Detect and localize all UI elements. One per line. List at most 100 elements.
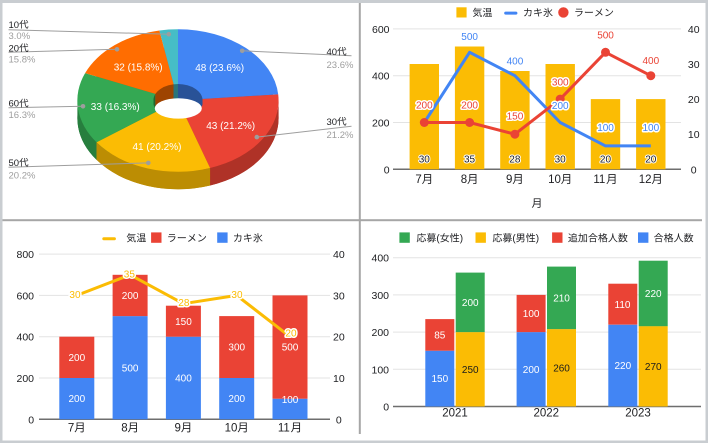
svg-text:200: 200 bbox=[523, 365, 540, 376]
svg-text:200: 200 bbox=[122, 291, 139, 302]
svg-text:20: 20 bbox=[645, 155, 657, 166]
svg-text:): ) bbox=[460, 234, 463, 245]
svg-text:20: 20 bbox=[285, 329, 297, 340]
svg-text:0: 0 bbox=[691, 164, 697, 176]
svg-text:20.2%: 20.2% bbox=[9, 170, 36, 181]
svg-text:10: 10 bbox=[225, 423, 238, 435]
svg-text:200: 200 bbox=[372, 118, 390, 130]
svg-text:85: 85 bbox=[434, 331, 446, 342]
svg-text:30: 30 bbox=[69, 290, 81, 301]
svg-text:20: 20 bbox=[9, 43, 20, 54]
svg-text:28: 28 bbox=[509, 155, 521, 166]
svg-text:220: 220 bbox=[645, 289, 662, 300]
svg-text:600: 600 bbox=[17, 290, 35, 302]
svg-text:(: ( bbox=[512, 234, 516, 245]
svg-text:60: 60 bbox=[9, 99, 20, 110]
svg-text:30: 30 bbox=[231, 290, 243, 301]
svg-text:2022: 2022 bbox=[534, 407, 560, 419]
svg-text:48 (23.6%): 48 (23.6%) bbox=[195, 63, 244, 74]
svg-text:7: 7 bbox=[68, 423, 74, 435]
svg-text:28: 28 bbox=[178, 298, 190, 309]
svg-text:11: 11 bbox=[278, 423, 290, 435]
svg-text:200: 200 bbox=[69, 394, 86, 405]
svg-text:15.8%: 15.8% bbox=[9, 54, 36, 65]
svg-text:0: 0 bbox=[384, 164, 390, 176]
svg-text:30: 30 bbox=[688, 59, 700, 71]
svg-text:600: 600 bbox=[372, 24, 390, 36]
svg-text:260: 260 bbox=[553, 363, 570, 374]
svg-text:40: 40 bbox=[327, 47, 338, 58]
svg-text:16.3%: 16.3% bbox=[9, 110, 36, 121]
svg-text:35: 35 bbox=[124, 269, 136, 280]
svg-text:40: 40 bbox=[333, 249, 345, 261]
svg-text:41 (20.2%): 41 (20.2%) bbox=[133, 142, 182, 153]
svg-text:200: 200 bbox=[461, 101, 478, 112]
svg-text:32 (15.8%): 32 (15.8%) bbox=[114, 63, 163, 74]
svg-text:12: 12 bbox=[639, 174, 652, 186]
svg-text:200: 200 bbox=[372, 327, 390, 339]
svg-text:500: 500 bbox=[282, 343, 299, 354]
svg-text:10: 10 bbox=[548, 174, 561, 186]
svg-text:100: 100 bbox=[643, 123, 660, 134]
svg-text:30: 30 bbox=[419, 155, 431, 166]
svg-text:30: 30 bbox=[333, 290, 345, 302]
svg-text:200: 200 bbox=[69, 353, 86, 364]
svg-text:40: 40 bbox=[688, 24, 700, 36]
svg-text:400: 400 bbox=[175, 374, 192, 385]
svg-text:100: 100 bbox=[282, 395, 299, 406]
svg-text:100: 100 bbox=[372, 364, 390, 376]
svg-text:250: 250 bbox=[462, 365, 479, 376]
svg-text:): ) bbox=[536, 234, 539, 245]
svg-text:220: 220 bbox=[615, 361, 632, 372]
svg-text:400: 400 bbox=[507, 57, 524, 68]
svg-text:7: 7 bbox=[415, 174, 421, 186]
svg-text:2021: 2021 bbox=[442, 407, 468, 419]
svg-text:210: 210 bbox=[553, 294, 570, 305]
svg-text:150: 150 bbox=[507, 112, 524, 123]
svg-text:200: 200 bbox=[228, 394, 245, 405]
svg-text:9: 9 bbox=[175, 423, 181, 435]
svg-text:300: 300 bbox=[372, 290, 390, 302]
svg-text:400: 400 bbox=[643, 56, 660, 67]
svg-text:10: 10 bbox=[9, 20, 20, 31]
svg-text:400: 400 bbox=[372, 71, 390, 83]
svg-text:110: 110 bbox=[615, 300, 631, 311]
svg-text:300: 300 bbox=[228, 343, 245, 354]
svg-text:0: 0 bbox=[383, 402, 389, 414]
svg-text:21.2%: 21.2% bbox=[327, 130, 354, 141]
svg-text:20: 20 bbox=[600, 155, 612, 166]
svg-text:800: 800 bbox=[17, 249, 35, 261]
svg-text:500: 500 bbox=[122, 363, 139, 374]
svg-text:2023: 2023 bbox=[625, 407, 651, 419]
svg-text:8: 8 bbox=[461, 174, 467, 186]
svg-text:30: 30 bbox=[327, 117, 338, 128]
svg-text:200: 200 bbox=[17, 373, 35, 385]
svg-text:150: 150 bbox=[175, 317, 192, 328]
svg-text:300: 300 bbox=[552, 78, 569, 89]
svg-text:400: 400 bbox=[372, 253, 390, 265]
svg-text:11: 11 bbox=[593, 174, 605, 186]
svg-text:200: 200 bbox=[462, 298, 479, 309]
svg-text:100: 100 bbox=[523, 309, 540, 320]
svg-text:50: 50 bbox=[9, 158, 20, 169]
svg-text:33 (16.3%): 33 (16.3%) bbox=[91, 102, 140, 113]
svg-text:0: 0 bbox=[336, 414, 342, 426]
svg-text:150: 150 bbox=[432, 374, 449, 385]
svg-text:270: 270 bbox=[645, 362, 662, 373]
svg-text:23.6%: 23.6% bbox=[327, 60, 354, 71]
svg-text:400: 400 bbox=[17, 332, 35, 344]
svg-text:30: 30 bbox=[555, 155, 567, 166]
svg-text:0: 0 bbox=[28, 414, 34, 426]
svg-text:10: 10 bbox=[333, 373, 345, 385]
svg-text:(: ( bbox=[436, 234, 440, 245]
svg-text:500: 500 bbox=[461, 32, 478, 43]
svg-text:10: 10 bbox=[688, 129, 700, 141]
svg-text:200: 200 bbox=[416, 101, 433, 112]
svg-text:20: 20 bbox=[333, 332, 345, 344]
svg-text:100: 100 bbox=[597, 123, 614, 134]
svg-text:43 (21.2%): 43 (21.2%) bbox=[206, 121, 255, 132]
svg-text:8: 8 bbox=[121, 423, 127, 435]
svg-text:200: 200 bbox=[552, 101, 569, 112]
svg-text:3.0%: 3.0% bbox=[9, 31, 31, 42]
svg-text:9: 9 bbox=[506, 174, 512, 186]
